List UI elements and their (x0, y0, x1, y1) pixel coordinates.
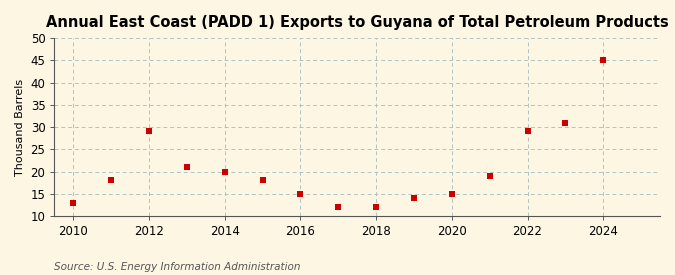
Point (106, 178, 117, 183)
Point (144, 129, 155, 134)
Point (522, 129, 533, 134)
Point (408, 196, 419, 200)
Point (446, 192, 457, 196)
Point (333, 205, 344, 209)
Y-axis label: Thousand Barrels: Thousand Barrels (15, 78, 25, 176)
Point (484, 174, 495, 178)
Text: Source: U.S. Energy Information Administration: Source: U.S. Energy Information Administ… (54, 262, 300, 272)
Point (560, 120, 571, 125)
Point (371, 205, 381, 209)
Point (257, 178, 268, 183)
Point (68, 200, 79, 205)
Point (182, 165, 192, 169)
Point (598, 58, 609, 62)
Title: Annual East Coast (PADD 1) Exports to Guyana of Total Petroleum Products: Annual East Coast (PADD 1) Exports to Gu… (46, 15, 669, 30)
Point (219, 169, 230, 174)
Point (295, 192, 306, 196)
